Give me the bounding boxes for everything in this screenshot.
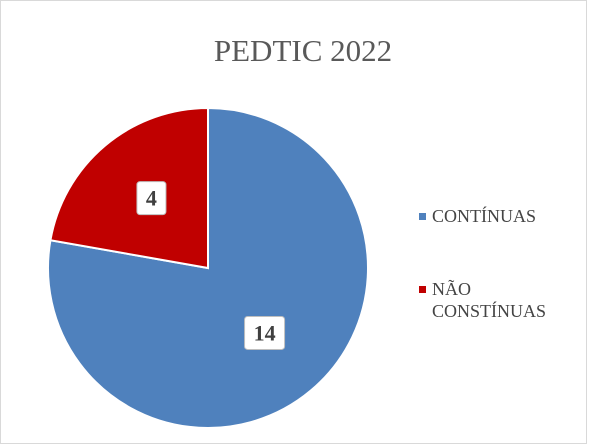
- legend-item: CONTÍNUAS: [419, 205, 549, 227]
- data-label: 14: [254, 320, 276, 345]
- data-label-box: [136, 181, 167, 216]
- legend-swatch: [419, 213, 426, 220]
- legend-item: NÃO CONSTÍNUAS: [419, 278, 549, 322]
- legend-label: CONTÍNUAS: [432, 206, 537, 226]
- legend-swatch: [419, 286, 426, 293]
- data-label: 4: [146, 186, 157, 211]
- legend-label: NÃO CONSTÍNUAS: [432, 279, 547, 321]
- pie-slice: [49, 106, 209, 270]
- chart-title: PEDTIC 2022: [214, 33, 392, 68]
- data-label-box: [244, 315, 286, 350]
